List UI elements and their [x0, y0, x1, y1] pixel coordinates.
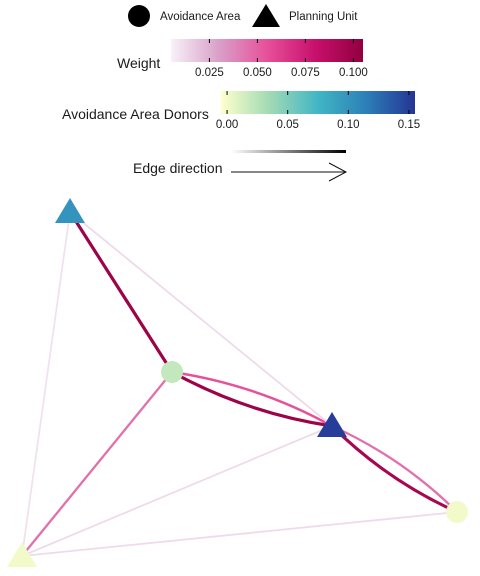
weight-legend: Weight 0.025 0.050 0.075 0.100 [117, 39, 368, 79]
node-B-avoidance-area [161, 361, 183, 383]
donor-tick-label: 0.00 [216, 119, 238, 131]
weight-tick-label: 0.100 [339, 67, 368, 79]
legend-circle-symbol [128, 5, 150, 27]
edges [20, 210, 459, 558]
direction-legend-title: Edge direction [133, 160, 223, 176]
weight-tick-label: 0.075 [291, 67, 320, 79]
edge-A-B [68, 210, 174, 374]
legend-triangle-label: Planning Unit [289, 11, 358, 23]
shape-legend: Avoidance Area Planning Unit [128, 4, 358, 27]
nodes [7, 198, 468, 567]
direction-arrow [231, 162, 348, 182]
node-D-avoidance-area [446, 501, 468, 523]
donor-ticks: 0.00 0.05 0.10 0.15 [216, 91, 420, 131]
donor-tick-label: 0.10 [337, 119, 359, 131]
direction-legend: Edge direction [133, 150, 348, 182]
weight-tick-label: 0.025 [195, 67, 224, 79]
node-A-planning-unit [55, 198, 85, 223]
weight-ticks: 0.025 0.050 0.075 0.100 [195, 39, 368, 79]
edge-B-C [170, 370, 334, 428]
legend-circle-label: Avoidance Area [160, 11, 241, 23]
weight-legend-title: Weight [117, 55, 160, 71]
weight-colorbar [171, 39, 363, 62]
legend-triangle-symbol [252, 4, 280, 27]
edge-A-C [69, 211, 333, 427]
donor-legend-title: Avoidance Area Donors [62, 106, 209, 122]
direction-gradient-bar [231, 150, 346, 153]
edge-C-D [330, 424, 459, 514]
edge-D-C [330, 424, 459, 514]
node-E-planning-unit [7, 542, 37, 567]
donor-legend: Avoidance Area Donors 0.00 0.05 0.10 0.15 [62, 91, 420, 131]
weight-tick-label: 0.050 [243, 67, 272, 79]
edge-A-E [21, 211, 71, 557]
donor-tick-label: 0.05 [276, 119, 298, 131]
donor-colorbar [221, 91, 415, 114]
node-C-planning-unit [317, 412, 347, 437]
donor-tick-label: 0.15 [398, 119, 420, 131]
edge-C-B [170, 370, 334, 428]
edge-B-E [20, 370, 174, 558]
edge-E-D [21, 511, 458, 557]
edge-E-C [21, 425, 333, 557]
